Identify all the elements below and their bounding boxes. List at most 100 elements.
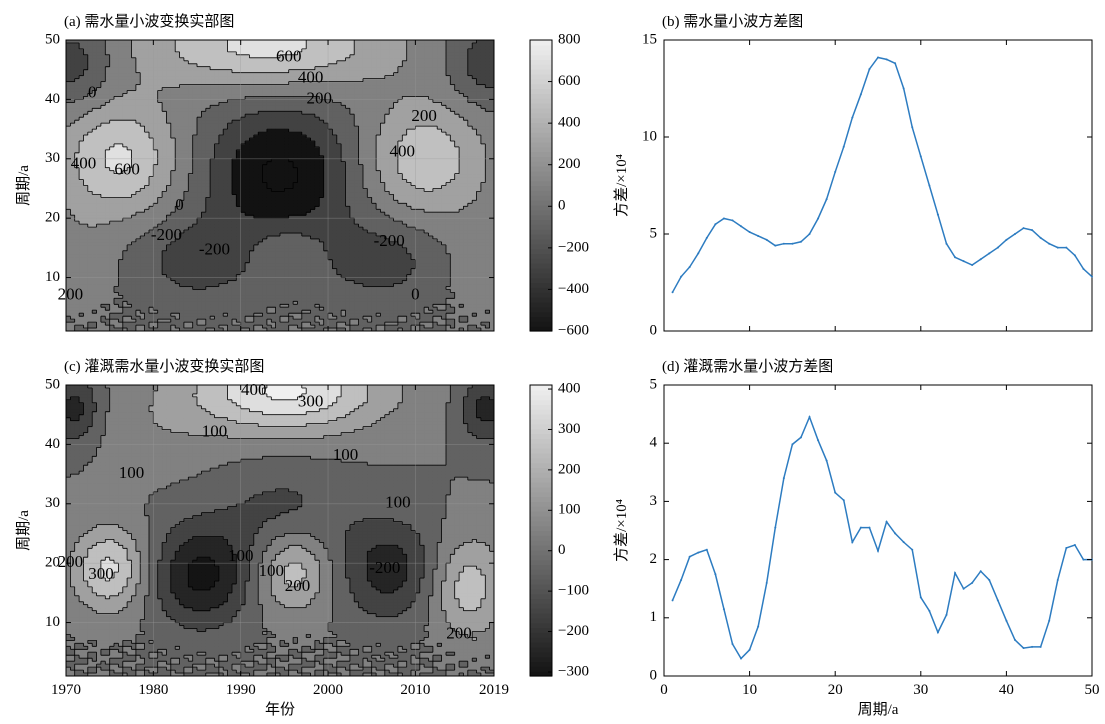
heatmap-cell [66, 182, 71, 187]
heatmap-cell [166, 191, 172, 196]
heatmap-cell [144, 78, 150, 83]
heatmap-cell [197, 108, 202, 112]
heatmap-cell [218, 60, 224, 65]
heatmap-cell [236, 244, 242, 249]
heatmap-cell [74, 197, 80, 201]
heatmap-cell [127, 197, 133, 201]
heatmap-cell [170, 194, 176, 198]
heatmap-cell [70, 87, 76, 92]
heatmap-cell [144, 54, 150, 59]
heatmap-cell [231, 135, 237, 139]
heatmap-cell [127, 164, 133, 169]
heatmap-cell [109, 137, 115, 142]
heatmap-cell [153, 63, 159, 68]
heatmap-cell [92, 126, 98, 130]
heatmap-cell [122, 244, 128, 249]
heatmap-cell [218, 120, 224, 124]
heatmap-cell [170, 328, 176, 331]
heatmap-cell [231, 203, 237, 207]
heatmap-cell [218, 140, 224, 145]
heatmap-cell [131, 185, 137, 190]
heatmap-cell [227, 96, 233, 100]
heatmap-cell [205, 298, 211, 302]
heatmap-cell [231, 274, 237, 279]
heatmap-cell [205, 152, 211, 157]
heatmap-cell [96, 132, 102, 136]
heatmap-cell [122, 75, 128, 80]
heatmap-cell [114, 42, 120, 47]
heatmap-cell [96, 200, 102, 204]
heatmap-cell [66, 274, 71, 279]
heatmap-cell [153, 235, 159, 240]
heatmap-cell [183, 298, 189, 302]
heatmap-cell [79, 126, 85, 130]
heatmap-cell [183, 206, 189, 210]
heatmap-cell [245, 262, 251, 267]
heatmap-cell [105, 262, 111, 267]
heatmap-cell [240, 93, 246, 98]
heatmap-cell [192, 235, 198, 240]
heatmap-cell [70, 48, 76, 53]
heatmap-cell [205, 325, 211, 329]
heatmap-cell [109, 164, 115, 169]
heatmap-cell [240, 277, 246, 282]
heatmap-cell [70, 66, 76, 71]
heatmap-cell [127, 132, 133, 136]
heatmap-cell [140, 194, 146, 198]
heatmap-cell [96, 57, 102, 62]
heatmap-cell [131, 247, 137, 252]
heatmap-cell [66, 215, 71, 219]
heatmap-cell [183, 277, 189, 282]
heatmap-cell [92, 280, 98, 285]
heatmap-cell [79, 78, 85, 83]
heatmap-cell [192, 54, 198, 59]
heatmap-cell [70, 268, 76, 273]
heatmap-cell [183, 54, 189, 59]
heatmap-cell [183, 63, 189, 68]
heatmap-cell [214, 185, 220, 190]
heatmap-cell [122, 188, 128, 193]
heatmap-cell [183, 328, 189, 331]
heatmap-cell [74, 206, 80, 210]
heatmap-cell [166, 140, 172, 145]
heatmap-cell [218, 93, 224, 98]
heatmap-cell [153, 215, 159, 219]
heatmap-cell [218, 90, 224, 95]
heatmap-cell [188, 286, 194, 291]
heatmap-cell [114, 123, 120, 127]
heatmap-cell [70, 51, 76, 56]
heatmap-cell [87, 72, 93, 77]
heatmap-cell [188, 298, 194, 302]
heatmap-cell [227, 126, 233, 130]
heatmap-cell [148, 310, 154, 314]
heatmap-cell [205, 319, 211, 323]
heatmap-cell [135, 179, 141, 184]
heatmap-cell [92, 268, 98, 273]
heatmap-cell [157, 152, 163, 157]
heatmap-cell [131, 111, 137, 115]
heatmap-cell [245, 280, 251, 285]
heatmap-cell [66, 295, 71, 299]
heatmap-cell [192, 247, 198, 252]
heatmap-cell [105, 233, 111, 237]
heatmap-cell [166, 218, 172, 222]
heatmap-cell [153, 206, 159, 210]
heatmap-cell [135, 289, 141, 293]
heatmap-cell [105, 123, 111, 127]
heatmap-cell [70, 215, 76, 219]
heatmap-cell [74, 259, 80, 264]
heatmap-cell [227, 90, 233, 95]
heatmap-cell [92, 81, 98, 86]
heatmap-cell [105, 66, 111, 71]
heatmap-cell [227, 259, 233, 264]
heatmap-cell [114, 155, 120, 160]
heatmap-cell [205, 256, 211, 261]
heatmap-cell [157, 265, 163, 270]
heatmap-cell [210, 90, 216, 95]
heatmap-cell [179, 328, 185, 331]
heatmap-cell [183, 164, 189, 169]
heatmap-cell [192, 209, 198, 213]
heatmap-cell [166, 271, 172, 276]
heatmap-cell [218, 167, 224, 172]
